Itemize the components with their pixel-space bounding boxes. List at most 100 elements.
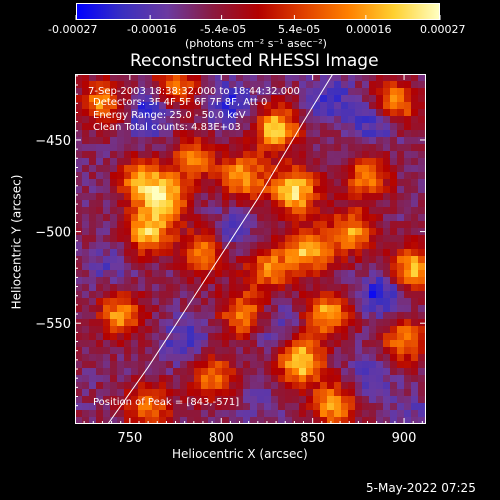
heatmap-cell	[292, 312, 300, 320]
heatmap-cell	[201, 256, 209, 264]
heatmap-cell	[306, 179, 314, 187]
heatmap-cell	[152, 95, 160, 103]
heatmap-cell	[229, 326, 237, 334]
heatmap-cell	[362, 144, 370, 152]
heatmap-cell	[278, 403, 286, 411]
heatmap-cell	[173, 305, 181, 313]
heatmap-cell	[390, 228, 398, 236]
heatmap-cell	[278, 319, 286, 327]
heatmap-cell	[187, 200, 195, 208]
heatmap-cell	[75, 361, 83, 369]
heatmap-cell	[257, 95, 265, 103]
heatmap-cell	[334, 375, 342, 383]
heatmap-cell	[306, 144, 314, 152]
heatmap-cell	[229, 354, 237, 362]
heatmap-cell	[201, 207, 209, 215]
heatmap-cell	[187, 284, 195, 292]
heatmap-cell	[96, 179, 104, 187]
heatmap-cell	[327, 263, 335, 271]
heatmap-cell	[320, 137, 328, 145]
heatmap-cell	[201, 102, 209, 110]
heatmap-cell	[390, 207, 398, 215]
heatmap-cell	[215, 361, 223, 369]
heatmap-cell	[320, 284, 328, 292]
heatmap-cell	[187, 116, 195, 124]
heatmap-cell	[327, 228, 335, 236]
heatmap-cell	[320, 151, 328, 159]
heatmap-cell	[369, 361, 377, 369]
heatmap-cell	[180, 403, 188, 411]
heatmap-cell	[334, 228, 342, 236]
heatmap-cell	[82, 74, 90, 82]
heatmap-cell	[327, 382, 335, 390]
heatmap-cell	[418, 179, 426, 187]
heatmap-cell	[194, 333, 202, 341]
colorbar-tick-label: 5.4e-05	[278, 23, 321, 36]
heatmap-cell	[390, 116, 398, 124]
heatmap-cell	[320, 130, 328, 138]
heatmap-cell	[285, 81, 293, 89]
heatmap-cell	[82, 354, 90, 362]
heatmap-cell	[383, 186, 391, 194]
heatmap-cell	[390, 158, 398, 166]
heatmap-cell	[152, 228, 160, 236]
heatmap-cell	[89, 319, 97, 327]
heatmap-cell	[390, 263, 398, 271]
heatmap-cell	[411, 200, 419, 208]
heatmap-cell	[180, 270, 188, 278]
heatmap-cell	[117, 228, 125, 236]
heatmap-cell	[159, 263, 167, 271]
heatmap-cell	[159, 375, 167, 383]
heatmap-cell	[145, 284, 153, 292]
heatmap-cell	[187, 361, 195, 369]
heatmap-cell	[320, 186, 328, 194]
heatmap-cell	[208, 417, 216, 424]
heatmap-cell	[376, 291, 384, 299]
heatmap-cell	[243, 88, 251, 96]
heatmap-cell	[103, 347, 111, 355]
heatmap-cell	[250, 116, 258, 124]
heatmap-cell	[236, 88, 244, 96]
heatmap-cell	[215, 277, 223, 285]
heatmap-cell	[383, 375, 391, 383]
heatmap-cell	[166, 88, 174, 96]
heatmap-cell	[152, 270, 160, 278]
heatmap-cell	[306, 116, 314, 124]
heatmap-cell	[208, 186, 216, 194]
heatmap-cell	[390, 340, 398, 348]
heatmap-cell	[110, 179, 118, 187]
heatmap-cell	[320, 88, 328, 96]
heatmap-cell	[306, 368, 314, 376]
heatmap-cell	[159, 158, 167, 166]
heatmap-cell	[348, 354, 356, 362]
heatmap-cell	[131, 179, 139, 187]
heatmap-cell	[131, 354, 139, 362]
heatmap-cell	[103, 333, 111, 341]
heatmap-cell	[208, 277, 216, 285]
heatmap-cell	[320, 361, 328, 369]
heatmap-cell	[236, 116, 244, 124]
heatmap-cell	[369, 88, 377, 96]
heatmap-cell	[96, 158, 104, 166]
heatmap-cell	[187, 137, 195, 145]
heatmap-cell	[341, 249, 349, 257]
heatmap-cell	[362, 284, 370, 292]
heatmap-cell	[320, 298, 328, 306]
heatmap-cell	[208, 319, 216, 327]
heatmap-cell	[173, 179, 181, 187]
heatmap-cell	[138, 179, 146, 187]
heatmap-cell	[306, 235, 314, 243]
heatmap-cell	[229, 228, 237, 236]
heatmap-cell	[152, 74, 160, 82]
heatmap-cell	[215, 81, 223, 89]
heatmap-cell	[152, 382, 160, 390]
heatmap-cell	[285, 235, 293, 243]
heatmap-cell	[103, 298, 111, 306]
heatmap-cell	[103, 172, 111, 180]
heatmap-cell	[159, 382, 167, 390]
heatmap-cell	[194, 235, 202, 243]
heatmap-cell	[194, 186, 202, 194]
heatmap-cell	[236, 137, 244, 145]
heatmap-cell	[292, 319, 300, 327]
heatmap-cell	[166, 389, 174, 397]
